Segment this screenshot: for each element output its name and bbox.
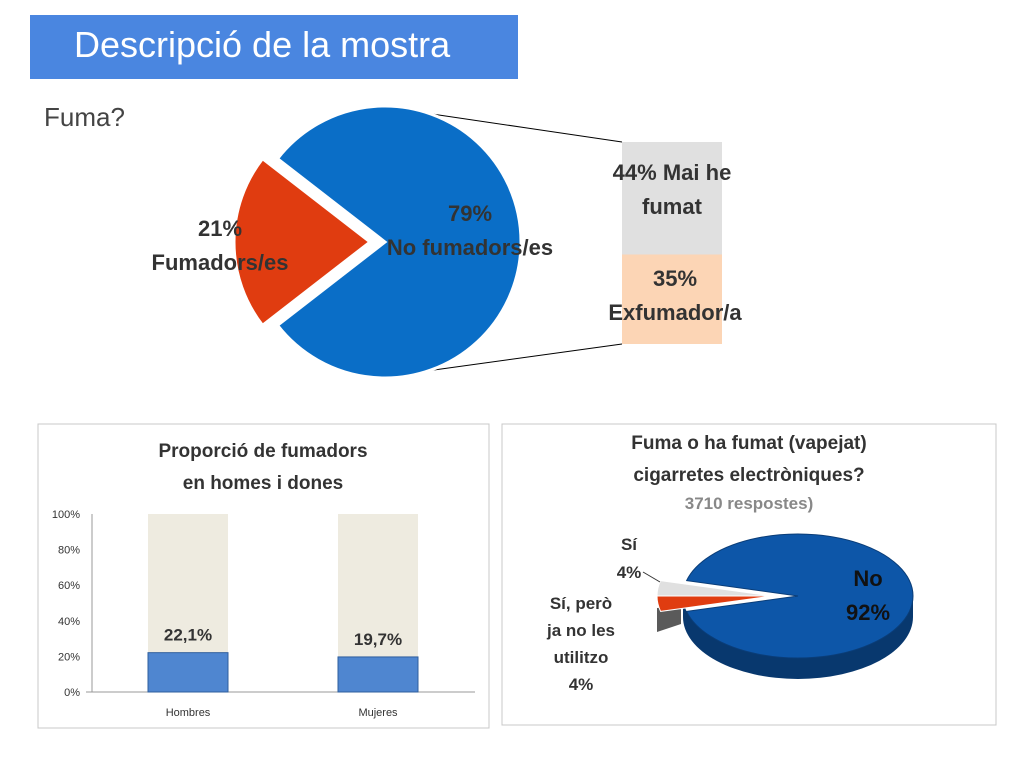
connector-line-top	[404, 109, 623, 143]
y-tick-label: 0%	[64, 687, 80, 699]
question-label: Fuma?	[44, 102, 125, 132]
y-tick-label: 20%	[58, 651, 80, 663]
y-tick-label: 80%	[58, 545, 80, 557]
ex-value-label: 35%	[653, 266, 697, 291]
former-slice-value: 4%	[569, 675, 594, 694]
never-name-part2: fumat	[642, 194, 703, 219]
bar-mujeres	[337, 656, 419, 693]
y-tick-label: 60%	[58, 580, 80, 592]
non-smokers-name-label: No fumadors/es	[387, 235, 553, 260]
bar-value-label-hombres: 22,1%	[164, 626, 212, 645]
ecig-pie-side	[683, 596, 913, 679]
ecig-title-line1: Fuma o ha fumat (vapejat)	[631, 433, 866, 454]
breakdown-segment-never	[622, 142, 722, 255]
title-bar: Descripció de la mostra	[30, 15, 518, 79]
never-name-part1: Mai he	[663, 160, 731, 185]
slide-title: Descripció de la mostra	[74, 24, 451, 65]
no-slice-value: 92%	[846, 600, 890, 625]
bar-chart-title-line2: en homes i dones	[183, 473, 343, 494]
smoking-pie-chart: 21% Fumadors/es 79% No fumadors/es 44% M…	[152, 104, 742, 380]
y-tick-label: 40%	[58, 616, 80, 628]
former-slice-name-line2: ja no les	[546, 621, 615, 640]
former-slice-name-line3: utilitzo	[554, 648, 609, 667]
gender-bar-chart: Proporció de fumadors en homes i dones 0…	[37, 423, 490, 729]
no-slice-name: No	[853, 566, 882, 591]
ecig-subtitle: 3710 respostes)	[685, 494, 814, 513]
never-value: 44%	[613, 160, 657, 185]
bar-hombres	[147, 652, 229, 693]
pie-slice-smokers	[232, 156, 373, 328]
x-tick-label-hombres: Hombres	[166, 707, 211, 719]
yes-slice-value: 4%	[617, 563, 642, 582]
ecig-pie-chart: Fuma o ha fumat (vapejat) cigarretes ele…	[501, 423, 997, 726]
non-smokers-value-label: 79%	[448, 201, 492, 226]
yes-slice-name: Sí	[621, 535, 638, 554]
ecig-slice-side-grey	[657, 606, 681, 632]
pie-slice-former	[656, 580, 773, 597]
bar-chart-frame	[37, 423, 490, 729]
x-tick-label-mujeres: Mujeres	[358, 707, 398, 719]
leader-line-yes	[642, 571, 661, 583]
bar-chart-y-axis: 0% 20% 40% 60% 80% 100%	[52, 509, 93, 699]
pie-slice-non-smokers	[275, 104, 523, 380]
ex-name-label: Exfumador/a	[608, 300, 742, 325]
ecig-title-line2: cigarretes electròniques?	[633, 465, 864, 486]
former-slice-name-line1: Sí, però	[550, 594, 612, 613]
smokers-value-label: 21%	[198, 216, 242, 241]
breakdown-segment-ex	[622, 254, 722, 344]
bar-chart-title-line1: Proporció de fumadors	[158, 441, 367, 462]
bar-value-label-mujeres: 19,7%	[354, 630, 402, 649]
smokers-name-label: Fumadors/es	[152, 250, 289, 275]
connector-line-bottom	[404, 343, 623, 375]
pie-slice-no	[685, 533, 914, 659]
never-label: 44% Mai he	[613, 160, 732, 185]
y-tick-label: 100%	[52, 509, 80, 521]
